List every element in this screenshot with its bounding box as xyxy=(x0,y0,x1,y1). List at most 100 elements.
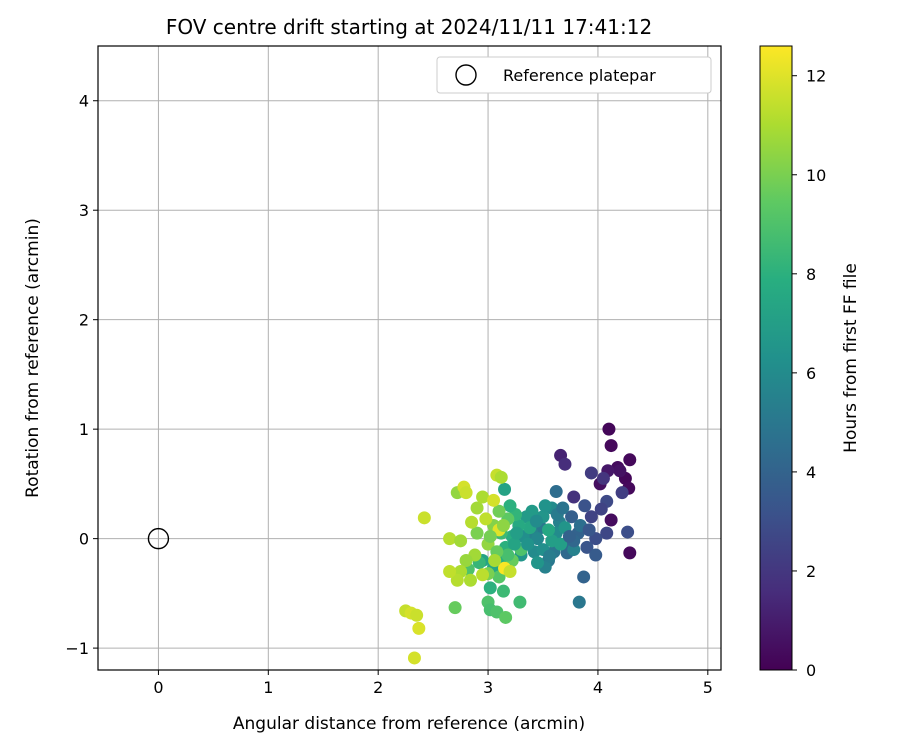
data-point xyxy=(578,499,592,513)
data-point xyxy=(565,510,579,524)
colorbar-tick-label: 8 xyxy=(806,265,816,284)
legend-label: Reference platepar xyxy=(503,66,656,85)
data-point xyxy=(596,471,610,485)
y-axis-ticks: −1 0 1 2 3 4 xyxy=(65,92,98,658)
data-point xyxy=(556,501,570,515)
data-point xyxy=(594,502,608,516)
data-point xyxy=(483,529,497,543)
chart-title: FOV centre drift starting at 2024/11/11 … xyxy=(166,15,652,39)
data-point xyxy=(621,525,635,539)
data-point xyxy=(459,554,473,568)
x-tick-label: 4 xyxy=(593,678,603,697)
data-point xyxy=(545,534,559,548)
data-point xyxy=(558,457,572,471)
data-point xyxy=(476,568,490,582)
data-point xyxy=(492,504,506,518)
legend-box xyxy=(436,56,712,94)
data-point xyxy=(600,526,614,540)
data-point xyxy=(470,501,484,515)
y-tick-label: 0 xyxy=(79,530,89,549)
data-point xyxy=(572,595,586,609)
data-point xyxy=(562,529,576,543)
y-axis-label: Rotation from reference (arcmin) xyxy=(23,218,43,498)
data-point xyxy=(623,546,637,560)
data-point xyxy=(443,564,457,578)
data-point xyxy=(410,608,424,622)
data-point xyxy=(412,621,426,635)
data-point xyxy=(531,532,545,546)
data-point xyxy=(602,422,616,436)
colorbar-gradient xyxy=(759,45,793,671)
plot-frame xyxy=(97,45,722,671)
data-point xyxy=(510,526,524,540)
data-point xyxy=(549,485,563,499)
data-point xyxy=(470,526,484,540)
data-point xyxy=(496,584,510,598)
data-point xyxy=(525,504,539,518)
data-point xyxy=(494,470,508,484)
data-point xyxy=(507,537,521,551)
data-point xyxy=(529,514,543,528)
data-point xyxy=(531,556,545,570)
x-tick-label: 5 xyxy=(703,678,713,697)
data-point xyxy=(487,493,501,507)
colorbar-ticks: 0 2 4 6 8 10 12 xyxy=(792,67,826,680)
data-point xyxy=(543,549,557,563)
data-point xyxy=(613,464,627,478)
data-point xyxy=(454,534,468,548)
y-tick-label: 1 xyxy=(79,420,89,439)
data-point xyxy=(623,453,637,467)
colorbar-tick-label: 4 xyxy=(806,463,816,482)
legend-marker xyxy=(455,64,477,86)
data-point xyxy=(450,573,464,587)
data-point xyxy=(503,564,517,578)
data-point xyxy=(465,515,479,529)
data-point xyxy=(567,490,581,504)
x-tick-label: 0 xyxy=(153,678,163,697)
data-point xyxy=(538,499,552,513)
data-point xyxy=(615,486,629,500)
data-point xyxy=(488,554,502,568)
y-tick-label: 3 xyxy=(79,201,89,220)
data-point xyxy=(443,532,457,546)
reference-point xyxy=(147,527,170,550)
x-axis-label: Angular distance from reference (arcmin) xyxy=(233,714,585,734)
y-tick-label: −1 xyxy=(65,639,89,658)
legend: Reference platepar xyxy=(436,56,712,94)
data-point xyxy=(459,486,473,500)
data-point xyxy=(501,548,515,562)
x-axis-ticks: 0 1 2 3 4 5 xyxy=(153,670,713,697)
data-point xyxy=(580,540,594,554)
data-point xyxy=(589,548,603,562)
y-tick-label: 4 xyxy=(79,92,89,111)
colorbar-tick-label: 6 xyxy=(806,364,816,383)
colorbar: 0 2 4 6 8 10 12 Hours from first FF file xyxy=(759,45,861,680)
data-point xyxy=(407,651,421,665)
data-point xyxy=(584,510,598,524)
data-point xyxy=(521,537,535,551)
data-point xyxy=(577,570,591,584)
data-point xyxy=(582,523,596,537)
data-point xyxy=(483,581,497,595)
data-point xyxy=(584,466,598,480)
data-point xyxy=(463,573,477,587)
data-point xyxy=(499,610,513,624)
data-point xyxy=(417,511,431,525)
y-tick-label: 2 xyxy=(79,311,89,330)
data-point xyxy=(476,490,490,504)
data-point xyxy=(541,523,555,537)
colorbar-tick-label: 12 xyxy=(806,67,826,86)
colorbar-tick-label: 2 xyxy=(806,562,816,581)
x-tick-label: 2 xyxy=(373,678,383,697)
data-point xyxy=(513,595,527,609)
data-point xyxy=(498,482,512,496)
x-tick-label: 1 xyxy=(263,678,273,697)
data-points xyxy=(399,422,637,665)
data-point xyxy=(503,499,517,513)
grid-lines xyxy=(98,46,721,670)
data-point xyxy=(604,513,618,527)
colorbar-tick-label: 0 xyxy=(806,661,816,680)
colorbar-label: Hours from first FF file xyxy=(841,263,861,453)
data-point xyxy=(479,512,493,526)
